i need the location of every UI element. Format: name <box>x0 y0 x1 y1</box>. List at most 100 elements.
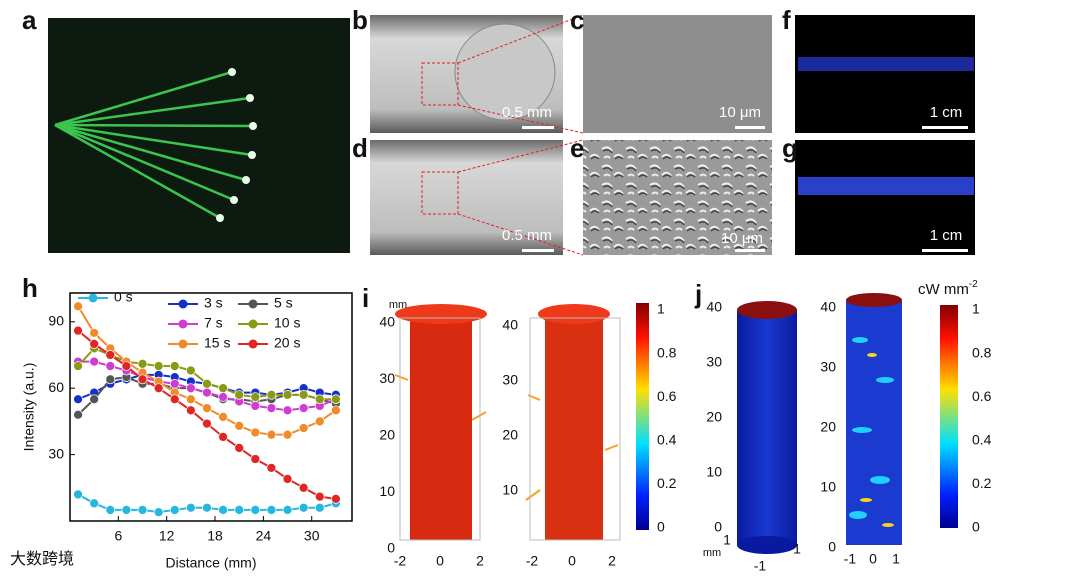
data-point <box>282 505 293 515</box>
tick-label: 30 <box>379 370 395 386</box>
data-point <box>218 392 228 402</box>
data-point <box>89 394 100 405</box>
data-point <box>105 374 116 385</box>
data-point <box>186 365 196 376</box>
tick-label: 0.4 <box>972 432 992 448</box>
data-point <box>250 401 261 411</box>
data-point <box>298 389 309 400</box>
legend-marker <box>178 319 188 329</box>
data-point <box>169 505 180 515</box>
data-point <box>298 502 309 513</box>
data-point <box>169 394 180 405</box>
data-point <box>282 474 293 484</box>
tick-label: 2 <box>608 553 616 569</box>
data-point <box>186 502 196 513</box>
data-point <box>89 339 100 349</box>
data-point <box>89 356 100 367</box>
legend-marker <box>88 293 98 303</box>
data-point <box>282 405 293 416</box>
panel-label: e <box>570 133 584 163</box>
legend-marker <box>248 299 258 309</box>
tick-label: -1 <box>844 551 857 567</box>
axis-unit: mm <box>389 299 407 311</box>
tick-label: 0 <box>657 519 665 535</box>
data-point <box>186 383 196 394</box>
data-point <box>89 327 100 338</box>
tick-label: 0 <box>972 519 980 535</box>
tick-label: 10 <box>379 483 395 499</box>
panel-label: h <box>22 273 38 303</box>
tick-label: 0.2 <box>657 475 677 491</box>
tick-label: 20 <box>706 409 722 425</box>
x-axis-label: Distance (mm) <box>165 555 256 571</box>
legend-marker <box>248 319 258 329</box>
data-point <box>73 301 83 312</box>
tick-label: 20 <box>502 427 518 443</box>
data-point <box>266 389 277 400</box>
tick-label: 0 <box>828 539 836 555</box>
tick-label: 1 <box>793 541 801 557</box>
data-point <box>298 403 309 413</box>
tick-label: 1 <box>657 301 665 317</box>
data-point <box>202 378 212 389</box>
data-point <box>234 420 245 431</box>
tick-label: 40 <box>502 317 518 333</box>
data-point <box>314 394 325 405</box>
tick-label: -1 <box>754 558 767 574</box>
data-point <box>105 361 116 371</box>
data-point <box>266 429 277 440</box>
data-point <box>186 405 196 416</box>
panel-label: d <box>352 133 368 163</box>
tick-label: -2 <box>394 553 407 569</box>
data-point <box>250 392 261 402</box>
tick-label: 0.6 <box>657 388 677 404</box>
x-tick-label: 6 <box>114 528 122 544</box>
scale-bar-label: 0.5 mm <box>502 227 552 244</box>
data-point <box>73 325 83 336</box>
data-point <box>250 427 261 438</box>
data-point <box>234 505 245 515</box>
data-point <box>331 494 341 504</box>
panel-i-cylinders <box>394 293 958 554</box>
tick-label: 0.6 <box>972 388 992 404</box>
panel-label: a <box>22 5 37 35</box>
data-point <box>218 505 228 515</box>
y-tick-label: 30 <box>48 445 64 461</box>
tick-label: 0.8 <box>657 344 677 360</box>
panel-a-image <box>48 18 350 253</box>
panel-label: j <box>694 279 702 309</box>
y-tick-label: 60 <box>48 379 64 395</box>
data-point <box>73 361 83 371</box>
scale-bar-label: 10 μm <box>719 104 761 121</box>
panel-label: c <box>570 5 584 35</box>
sem-images <box>370 14 975 256</box>
tick-label: 0.8 <box>972 344 992 360</box>
y-axis-label: Intensity (a.u.) <box>21 363 37 452</box>
legend-marker <box>178 299 188 309</box>
data-point <box>73 394 83 405</box>
x-tick-label: 30 <box>304 528 320 544</box>
tick-label: 0 <box>436 553 444 569</box>
series-line <box>77 329 337 500</box>
panel-label: f <box>782 5 791 35</box>
data-point <box>89 498 100 509</box>
legend-label: 20 s <box>274 335 300 351</box>
panel-label: i <box>362 283 369 313</box>
axis-unit: mm <box>703 547 721 559</box>
data-point <box>137 505 148 515</box>
colorbar-title-text: cW mm <box>918 281 969 298</box>
data-point <box>153 361 164 371</box>
data-point <box>137 358 148 369</box>
data-point <box>266 463 277 473</box>
x-tick-label: 18 <box>207 528 223 544</box>
data-point <box>314 502 325 513</box>
tick-label: 30 <box>820 359 836 375</box>
y-tick-label: 90 <box>48 312 64 328</box>
tick-label: 0 <box>869 551 877 567</box>
tick-label: 20 <box>379 427 395 443</box>
tick-label: 2 <box>476 553 484 569</box>
data-point <box>169 361 180 371</box>
data-point <box>298 482 309 493</box>
data-point <box>218 432 228 442</box>
